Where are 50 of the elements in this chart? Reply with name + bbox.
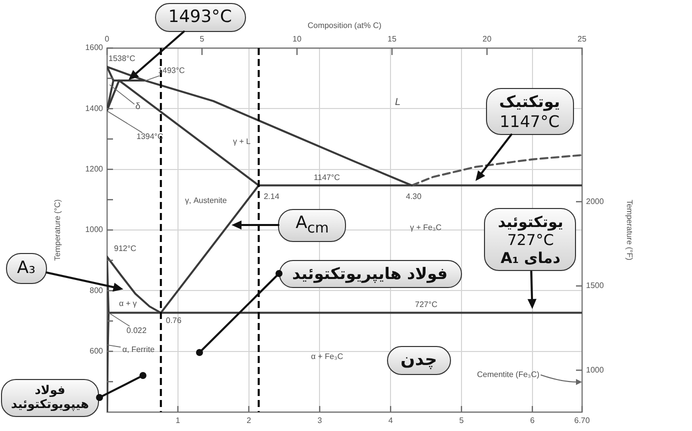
x-tick-label: 6.70	[574, 416, 590, 426]
annotation: 1147°C	[314, 173, 340, 182]
annotation: فولاد هایپریوتکتوئید	[292, 264, 448, 284]
annotation: L	[395, 97, 401, 108]
x2-tick-label: 25	[578, 34, 587, 44]
x2-axis-title: Composition (at% C)	[308, 21, 382, 30]
y-tick-label: 600	[90, 346, 104, 356]
annotation: γ, Austenite	[185, 196, 227, 205]
x-tick-label: 4	[388, 416, 394, 426]
y-tick-label: 1400	[85, 104, 104, 113]
annotation: Cementite (Fe₃C)	[477, 370, 540, 379]
annotation: γ + Fe₃C	[410, 223, 442, 232]
annotation: 1538°C	[108, 54, 136, 63]
y-tick-label: 1600	[85, 43, 104, 52]
annotation: فولاد هیپویوتکتوئید	[11, 383, 89, 412]
annotation: 2.14	[264, 192, 280, 202]
annotation: α, Ferrite	[122, 345, 155, 354]
annotation: چدن	[400, 350, 438, 370]
annotation: 912°C	[114, 244, 136, 253]
text: A₃	[17, 258, 36, 278]
y-tick-label: 1000	[85, 225, 104, 234]
x-tick-label: 3	[317, 416, 322, 426]
annotation: 1493°C	[168, 7, 232, 28]
x-tick-label: 1	[176, 416, 181, 426]
x2-tick-label: 15	[388, 34, 397, 44]
annotation: A$_{cm}$	[296, 213, 329, 237]
x2-tick-label: 5	[200, 34, 205, 44]
x-tick-label: 5	[459, 416, 464, 426]
y2-axis-title: Temperature (°F)	[624, 200, 634, 261]
x-tick-label: 6	[530, 416, 536, 426]
x2-tick-label: 0	[104, 34, 110, 44]
annotation: α + γ	[119, 299, 137, 308]
y2-tick-label: 1000	[586, 365, 604, 374]
x-tick-label: 2	[246, 416, 252, 426]
y2-tick-label: 2000	[586, 196, 604, 206]
annotation: α + Fe₃C	[311, 352, 344, 361]
x2-tick-label: 20	[482, 34, 492, 44]
x2-tick-label: 10	[292, 34, 302, 44]
y2-tick-label: 1500	[586, 281, 604, 290]
annotation: δ	[135, 100, 140, 111]
annotation: 1493°C	[158, 66, 185, 75]
annotation: γ + L	[233, 137, 251, 146]
y-tick-label: 1200	[85, 164, 104, 174]
annotation: 0.76	[166, 316, 182, 325]
annotation: 727°C	[415, 300, 438, 309]
annotation: 1394°C	[136, 132, 164, 141]
y-tick-label: 800	[90, 286, 104, 295]
annotation: 4.30	[406, 192, 422, 202]
y-axis-title: Temperature (°C)	[53, 198, 62, 261]
annotation: 0.022	[126, 326, 147, 335]
